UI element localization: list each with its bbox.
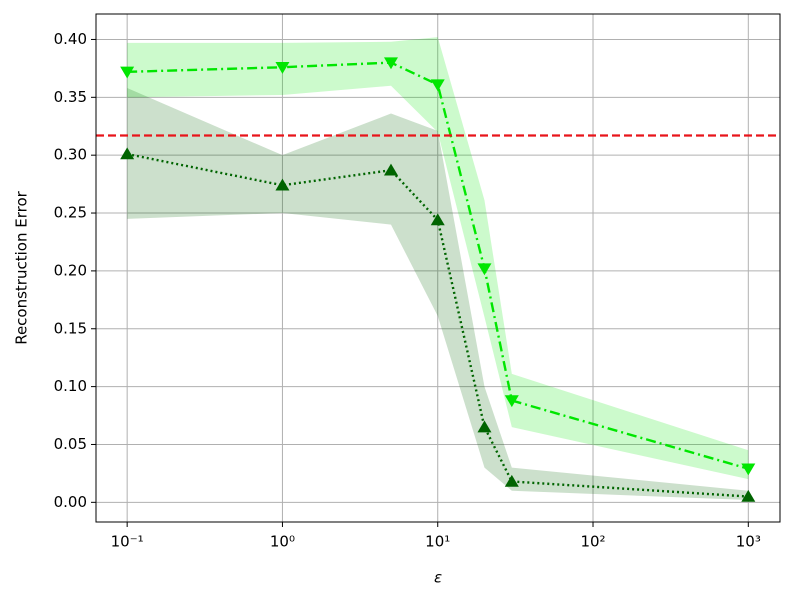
- y-tick-label: 0.35: [54, 88, 87, 106]
- y-tick-label: 0.15: [54, 319, 87, 337]
- y-tick-label: 0.30: [54, 146, 87, 164]
- marker: [383, 57, 398, 70]
- marker: [275, 178, 290, 191]
- marker: [120, 66, 135, 79]
- x-axis-label: ε: [434, 569, 442, 587]
- x-tick-label: 10²: [580, 533, 605, 551]
- y-tick-label: 0.00: [54, 493, 87, 511]
- marker: [504, 474, 519, 487]
- error-band: [127, 37, 749, 480]
- x-tick-label: 10¹: [425, 533, 450, 551]
- error-band: [127, 88, 749, 501]
- x-tick-label: 10⁻¹: [111, 533, 144, 551]
- marker: [741, 489, 756, 502]
- plot-frame: [95, 13, 781, 523]
- y-tick-label: 0.25: [54, 204, 87, 222]
- marker: [383, 163, 398, 176]
- marker: [741, 463, 756, 476]
- y-tick-label: 0.10: [54, 377, 87, 395]
- y-tick-label: 0.40: [54, 30, 87, 48]
- x-tick-label: 10³: [736, 533, 761, 551]
- x-tick-label: 10⁰: [270, 533, 295, 551]
- y-tick-label: 0.20: [54, 261, 87, 279]
- marker: [430, 213, 445, 226]
- y-tick-label: 0.05: [54, 435, 87, 453]
- marker: [120, 147, 135, 160]
- y-axis-label: Reconstruction Error: [13, 190, 31, 344]
- marker: [504, 395, 519, 408]
- marker: [275, 61, 290, 74]
- marker: [430, 79, 445, 92]
- marker: [477, 263, 492, 276]
- marker: [477, 420, 492, 433]
